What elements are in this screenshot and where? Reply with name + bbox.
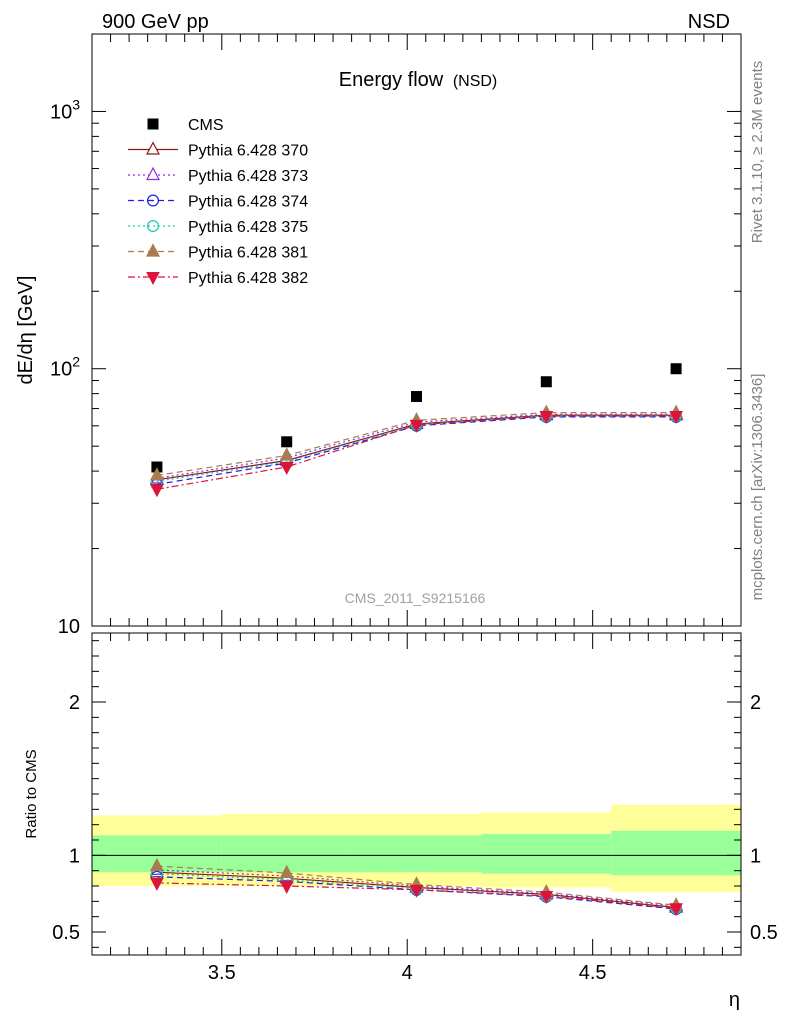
main-chart-title-suffix: (NSD) <box>453 73 497 90</box>
ratio-panel: 0.5 0.5 1 1 2 2 3.5 4 4.5 Ratio to CMS η <box>23 632 778 1011</box>
ratio-y-tick-label-right: 1 <box>750 845 761 867</box>
ratio-x-tick-label: 4 <box>402 962 413 984</box>
main-data-point <box>149 467 164 481</box>
ratio-x-tick-label: 4.5 <box>579 962 607 984</box>
ratio-panel-series <box>149 857 684 917</box>
legend-marker <box>147 194 160 207</box>
ratio-data-point <box>149 857 164 872</box>
ratio-data-point <box>409 884 424 898</box>
main-y-tick-label-base: 10 <box>50 101 72 123</box>
legend-entry-0: CMS <box>147 117 224 134</box>
legend-marker <box>146 166 160 181</box>
ratio-y-tick-label: 0.5 <box>52 922 80 944</box>
legend-entry-4: Pythia 6.428 375 <box>128 219 308 236</box>
main-y-tick-label-exponent: 3 <box>72 96 80 112</box>
main-chart-title-text: Energy flow <box>339 69 444 91</box>
legend: CMS Pythia 6.428 370 Pythia 6.428 373 Pythi… <box>128 117 308 287</box>
legend-entry-5: Pythia 6.428 381 <box>128 243 308 262</box>
main-data-point <box>670 363 682 375</box>
ratio-y-axis-label: Ratio to CMS <box>23 749 40 838</box>
analysis-watermark: CMS_2011_S9215166 <box>345 590 486 606</box>
main-series-6 <box>150 411 683 498</box>
legend-label: Pythia 6.428 373 <box>188 168 308 185</box>
ratio-data-point <box>150 877 164 891</box>
main-data-point <box>411 390 422 402</box>
main-y-tick-label: 102 <box>50 354 80 381</box>
legend-label: Pythia 6.428 382 <box>188 270 308 287</box>
ratio-green-band <box>351 835 482 873</box>
ratio-data-point <box>279 864 294 879</box>
main-data-point <box>669 411 683 424</box>
main-y-tick-label: 103 <box>50 96 80 123</box>
main-y-tick-label-base: 10 <box>58 616 80 638</box>
legend-entry-6: Pythia 6.428 382 <box>128 270 308 287</box>
legend-label: Pythia 6.428 381 <box>188 245 308 262</box>
main-panel-ticks <box>92 33 742 627</box>
ratio-panel-frame <box>91 632 742 956</box>
ratio-panel-y-tick-labels: 0.5 0.5 1 1 2 2 <box>52 692 778 944</box>
legend-entry-1: Pythia 6.428 370 <box>128 141 308 160</box>
mcplots-label: mcplots.cern.ch [arXiv:1306.3436] <box>749 374 766 601</box>
legend-entry-2: Pythia 6.428 373 <box>128 166 308 185</box>
legend-label: Pythia 6.428 374 <box>188 194 308 211</box>
legend-label: Pythia 6.428 375 <box>188 219 308 236</box>
header-left: 900 GeV pp <box>102 11 209 33</box>
main-data-point <box>540 376 552 388</box>
ratio-panel-x-tick-labels: 3.5 4 4.5 <box>208 962 607 984</box>
ratio-data-point <box>279 881 294 894</box>
main-data-point <box>151 461 163 473</box>
header-right: NSD <box>688 11 730 33</box>
ratio-panel-ticks <box>92 633 742 955</box>
main-series-line <box>156 415 677 490</box>
main-data-point <box>281 436 293 448</box>
ratio-green-band <box>481 833 612 874</box>
legend-label: CMS <box>188 117 224 134</box>
main-panel-frame <box>91 33 742 627</box>
legend-marker <box>146 272 160 285</box>
ratio-y-tick-label: 1 <box>69 845 80 867</box>
legend-label: Pythia 6.428 370 <box>188 143 308 160</box>
ratio-data-point <box>539 890 554 904</box>
ratio-data-point <box>669 903 683 917</box>
ratio-green-band <box>611 830 741 876</box>
main-panel-series <box>149 363 684 498</box>
main-data-point <box>409 419 424 433</box>
main-y-tick-label-exponent: 2 <box>72 354 80 370</box>
main-series-0 <box>151 363 682 473</box>
main-data-point <box>150 484 164 498</box>
ratio-series-line <box>156 876 677 910</box>
legend-marker <box>147 118 159 130</box>
legend-marker <box>147 220 160 233</box>
ratio-series-5 <box>150 877 683 917</box>
legend-entry-3: Pythia 6.428 374 <box>128 194 308 211</box>
main-data-point <box>279 447 294 461</box>
legend-marker <box>146 243 160 257</box>
main-y-axis-label: dE/dη [GeV] <box>15 276 37 385</box>
main-chart-title: Energy flow (NSD) <box>339 69 498 91</box>
ratio-y-tick-label-right: 2 <box>750 692 761 714</box>
ratio-x-tick-label: 3.5 <box>208 962 236 984</box>
legend-marker <box>146 141 160 155</box>
main-y-tick-label-base: 10 <box>50 359 72 381</box>
ratio-y-tick-label: 2 <box>69 692 80 714</box>
ratio-y-tick-label-right: 0.5 <box>750 922 778 944</box>
main-data-point <box>279 461 294 475</box>
main-y-tick-label: 10 <box>58 616 80 638</box>
main-data-point <box>539 411 554 424</box>
rivet-label: Rivet 3.1.10, ≥ 2.3M events <box>749 61 766 244</box>
x-axis-label: η <box>729 989 740 1011</box>
